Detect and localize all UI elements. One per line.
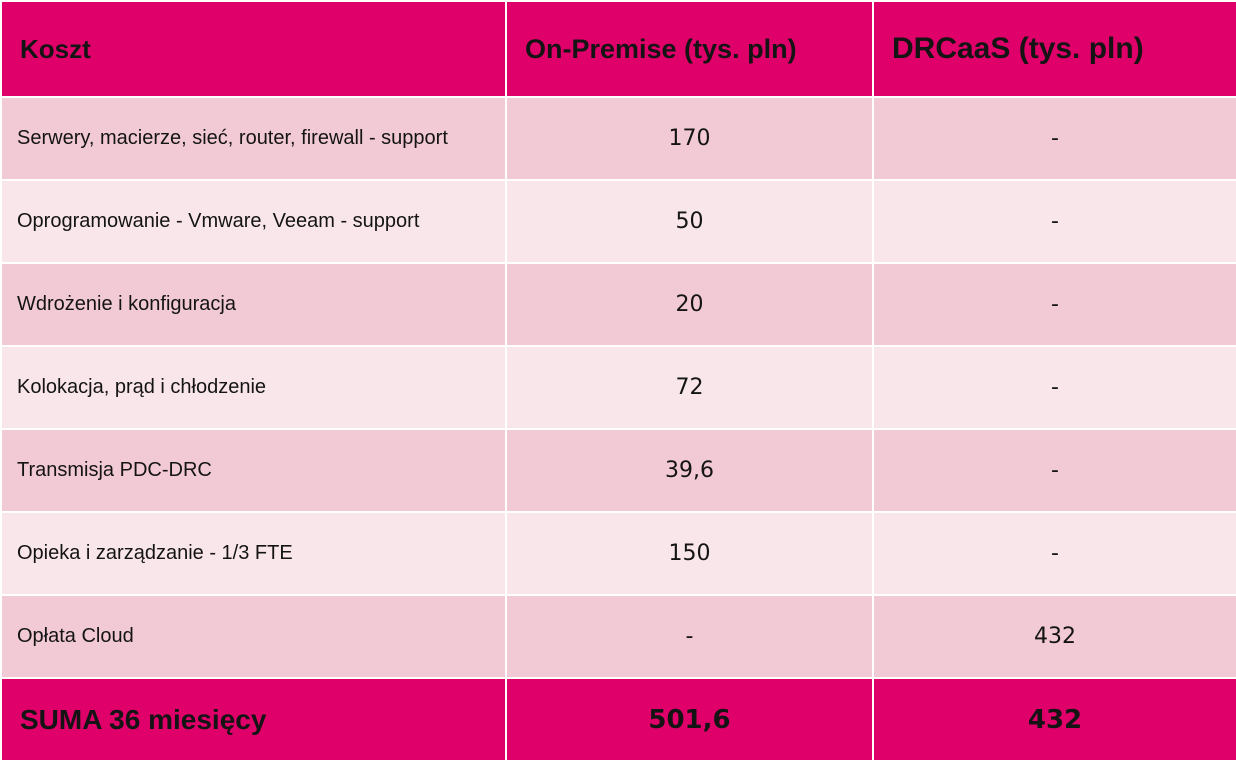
row-label: Serwery, macierze, sieć, router, firewal… xyxy=(0,96,507,181)
drcaas-value: - xyxy=(872,428,1236,513)
on-premise-value: 150 xyxy=(505,511,874,596)
row-label: Transmisja PDC-DRC xyxy=(0,428,507,513)
total-row: SUMA 36 miesięcy 501,6 432 xyxy=(0,677,1236,760)
on-premise-value: 20 xyxy=(505,262,874,347)
drcaas-value: 432 xyxy=(872,594,1236,679)
on-premise-value: 72 xyxy=(505,345,874,430)
row-label: Oprogramowanie - Vmware, Veeam - support xyxy=(0,179,507,264)
row-label: Opłata Cloud xyxy=(0,594,507,679)
drcaas-value: - xyxy=(872,179,1236,264)
row-label: Kolokacja, prąd i chłodzenie xyxy=(0,345,507,430)
row-label: Opieka i zarządzanie - 1/3 FTE xyxy=(0,511,507,596)
total-label: SUMA 36 miesięcy xyxy=(0,677,507,760)
header-row: Koszt On-Premise (tys. pln) DRCaaS (tys.… xyxy=(0,0,1236,98)
table-row: Kolokacja, prąd i chłodzenie 72 - xyxy=(0,345,1236,430)
drcaas-value: - xyxy=(872,511,1236,596)
table-row: Opieka i zarządzanie - 1/3 FTE 150 - xyxy=(0,511,1236,596)
header-on-premise: On-Premise (tys. pln) xyxy=(505,0,874,98)
on-premise-value: - xyxy=(505,594,874,679)
table-row: Serwery, macierze, sieć, router, firewal… xyxy=(0,96,1236,181)
header-koszt: Koszt xyxy=(0,0,507,98)
on-premise-value: 39,6 xyxy=(505,428,874,513)
total-drcaas: 432 xyxy=(872,677,1236,760)
total-on-premise: 501,6 xyxy=(505,677,874,760)
table-row: Wdrożenie i konfiguracja 20 - xyxy=(0,262,1236,347)
table-row: Oprogramowanie - Vmware, Veeam - support… xyxy=(0,179,1236,264)
drcaas-value: - xyxy=(872,345,1236,430)
on-premise-value: 170 xyxy=(505,96,874,181)
table-row: Opłata Cloud - 432 xyxy=(0,594,1236,679)
drcaas-value: - xyxy=(872,96,1236,181)
row-label: Wdrożenie i konfiguracja xyxy=(0,262,507,347)
header-drcaas: DRCaaS (tys. pln) xyxy=(872,0,1236,98)
on-premise-value: 50 xyxy=(505,179,874,264)
drcaas-value: - xyxy=(872,262,1236,347)
table-row: Transmisja PDC-DRC 39,6 - xyxy=(0,428,1236,513)
